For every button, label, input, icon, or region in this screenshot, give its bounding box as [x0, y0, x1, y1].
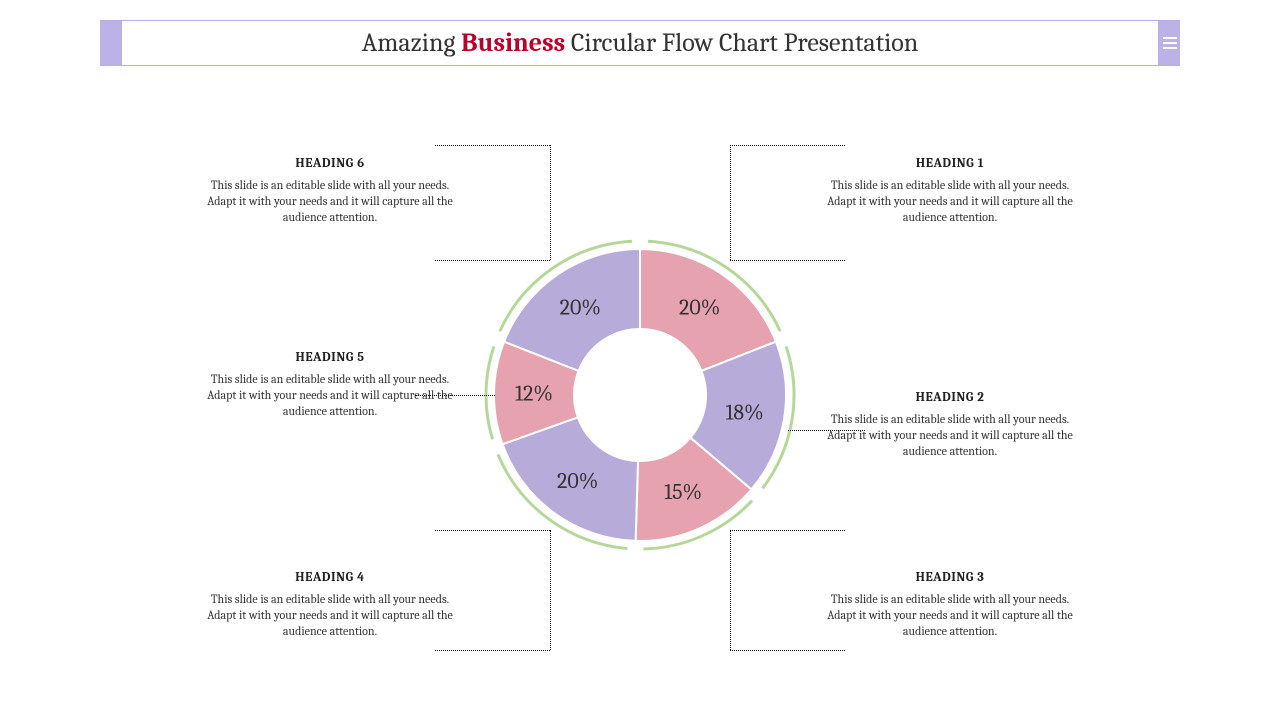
connector-4-bot	[435, 650, 550, 651]
donut-slice-label-5: 12%	[515, 381, 553, 407]
donut-slice-label-2: 18%	[725, 400, 763, 426]
callout-heading-6: HEADING 6	[200, 156, 460, 171]
connector-1-top	[730, 145, 845, 146]
title-post: Circular Flow Chart Presentation	[565, 28, 918, 58]
title-em: Business	[461, 28, 565, 58]
donut-slice-label-4: 20%	[557, 468, 598, 494]
callout-4: HEADING 4 This slide is an editable slide…	[200, 570, 460, 640]
callout-heading-2: HEADING 2	[820, 390, 1080, 405]
connector-6-top	[435, 145, 550, 146]
callout-3: HEADING 3 This slide is an editable slide…	[820, 570, 1080, 640]
title-bar: Amazing Business Circular Flow Chart Pre…	[100, 20, 1180, 66]
title-pre: Amazing	[362, 28, 461, 58]
callout-body-1: This slide is an editable slide with all…	[820, 177, 1080, 226]
donut-slice-label-6: 20%	[560, 295, 601, 321]
donut-chart: 20% 18% 15% 20% 12% 20%	[474, 229, 806, 561]
callout-body-4: This slide is an editable slide with all…	[200, 591, 460, 640]
callout-heading-1: HEADING 1	[820, 156, 1080, 171]
hamburger-icon	[1163, 37, 1177, 49]
callout-2: HEADING 2 This slide is an editable slide…	[820, 390, 1080, 460]
callout-body-2: This slide is an editable slide with all…	[820, 411, 1080, 460]
title-bar-accent-right	[1158, 21, 1180, 65]
callout-5: HEADING 5 This slide is an editable slide…	[200, 350, 460, 420]
callout-1: HEADING 1 This slide is an editable slide…	[820, 156, 1080, 226]
callout-body-3: This slide is an editable slide with all…	[820, 591, 1080, 640]
callout-heading-4: HEADING 4	[200, 570, 460, 585]
donut-slice-label-3: 15%	[664, 479, 702, 505]
callout-heading-5: HEADING 5	[200, 350, 460, 365]
donut-outline-arc	[486, 346, 494, 439]
donut-slice-label-1: 20%	[679, 295, 720, 321]
callout-body-5: This slide is an editable slide with all…	[200, 371, 460, 420]
callout-6: HEADING 6 This slide is an editable slide…	[200, 156, 460, 226]
callout-body-6: This slide is an editable slide with all…	[200, 177, 460, 226]
page-title: Amazing Business Circular Flow Chart Pre…	[362, 28, 919, 58]
callout-heading-3: HEADING 3	[820, 570, 1080, 585]
connector-3-bot	[730, 650, 845, 651]
